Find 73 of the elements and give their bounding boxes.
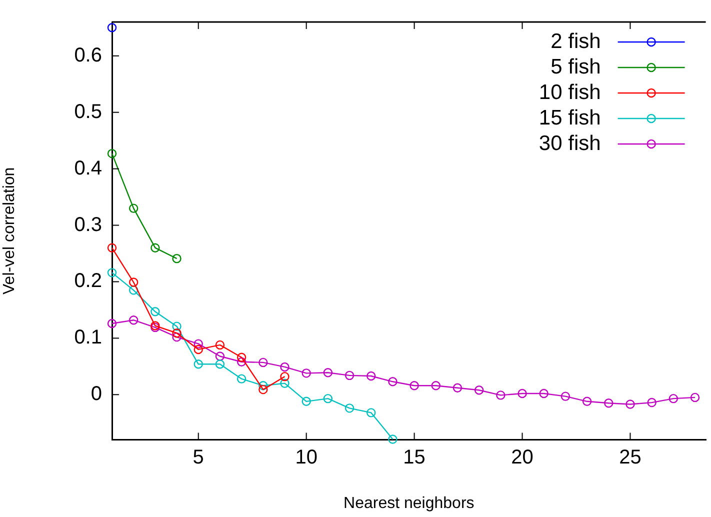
point — [194, 344, 203, 354]
y-tick-label: 0.3 — [74, 214, 102, 236]
y-axis-title: Vel-vel correlation — [1, 167, 18, 294]
point — [344, 370, 354, 380]
point — [452, 383, 462, 392]
point — [302, 368, 311, 378]
point — [518, 388, 527, 398]
point — [258, 381, 268, 390]
point — [172, 322, 182, 331]
point — [668, 394, 678, 404]
point — [236, 374, 246, 384]
point — [560, 392, 570, 401]
point — [280, 372, 290, 382]
y-tick-label: 0.4 — [74, 157, 102, 180]
point — [107, 148, 117, 158]
point — [302, 396, 311, 406]
point — [280, 362, 290, 372]
x-axis-title: Nearest neighbors — [344, 494, 474, 512]
point — [128, 286, 138, 295]
point — [604, 398, 614, 408]
point — [690, 392, 700, 402]
point — [215, 340, 225, 350]
point — [323, 368, 333, 378]
x-tick-label: 10 — [295, 446, 318, 468]
y-tick-label: 0.5 — [74, 100, 102, 123]
legend-label: 2 fish — [550, 30, 601, 53]
point — [388, 434, 398, 444]
x-tick-label: 15 — [403, 446, 426, 468]
x-tick-label: 25 — [619, 446, 642, 468]
point — [215, 360, 225, 369]
point — [366, 371, 376, 381]
point — [582, 396, 592, 406]
legend-label: 5 fish — [550, 55, 601, 78]
point — [107, 23, 117, 32]
point — [128, 278, 138, 287]
point — [172, 328, 182, 338]
point — [128, 204, 138, 213]
point — [366, 408, 376, 418]
y-tick-label: 0.2 — [74, 270, 102, 292]
point — [172, 332, 182, 342]
point — [323, 394, 333, 404]
point — [107, 243, 117, 252]
y-tick-label: 0 — [90, 383, 102, 406]
point — [431, 381, 440, 390]
y-tick-label: 0.6 — [74, 44, 102, 66]
point — [236, 352, 246, 362]
point — [647, 398, 656, 408]
point — [280, 378, 290, 388]
x-tick-label: 20 — [511, 446, 534, 468]
point — [236, 357, 246, 366]
point — [539, 388, 548, 398]
point — [150, 307, 160, 316]
point — [474, 386, 484, 395]
point — [258, 384, 268, 394]
point — [107, 318, 117, 328]
y-tick-label: 0.1 — [74, 326, 102, 349]
point — [626, 400, 635, 409]
point — [258, 358, 268, 368]
point — [150, 243, 160, 252]
point — [215, 352, 225, 361]
point — [194, 339, 203, 348]
legend-label: 10 fish — [538, 80, 601, 104]
legend-label: 15 fish — [538, 106, 601, 130]
point — [344, 404, 354, 413]
point — [128, 316, 138, 325]
x-tick-label: 5 — [192, 446, 204, 468]
point — [388, 377, 398, 386]
point — [172, 254, 182, 264]
point — [496, 390, 506, 400]
point — [107, 268, 117, 278]
point — [194, 360, 203, 369]
legend-label: 30 fish — [538, 132, 601, 155]
point — [410, 381, 419, 390]
